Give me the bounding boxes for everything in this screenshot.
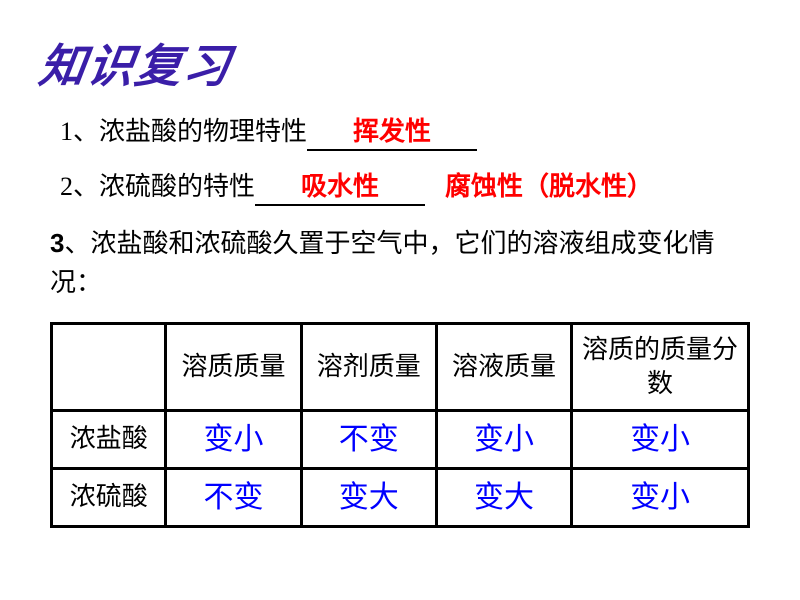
q1-prefix: 1、浓盐酸的物理特性 (60, 117, 307, 146)
table-header: 溶质的质量分数 (572, 324, 749, 411)
q2-blank: 吸水性 (255, 165, 425, 206)
question-3: 3、浓盐酸和浓硫酸久置于空气中，它们的溶液组成变化情况： (50, 224, 750, 302)
table-cell: 变小 (572, 468, 749, 526)
q1-blank: 挥发性 (307, 110, 477, 151)
q2-prefix: 2、浓硫酸的特性 (60, 172, 255, 201)
row-label: 浓硫酸 (52, 468, 166, 526)
q2-answer: 吸水性 (301, 171, 379, 201)
comparison-table: 溶质质量 溶剂质量 溶液质量 溶质的质量分数 浓盐酸 变小 不变 变小 变小 浓… (50, 322, 750, 528)
q3-number: 3 (50, 228, 64, 258)
table-header (52, 324, 166, 411)
table-header: 溶液质量 (436, 324, 571, 411)
table-header: 溶质质量 (166, 324, 301, 411)
table-header-row: 溶质质量 溶剂质量 溶液质量 溶质的质量分数 (52, 324, 749, 411)
q3-text: 、浓盐酸和浓硫酸久置于空气中，它们的溶液组成变化情况： (50, 229, 714, 297)
table-cell: 变小 (436, 410, 571, 468)
table-cell: 变大 (436, 468, 571, 526)
page-title: 知识复习 (35, 30, 754, 96)
table-row: 浓盐酸 变小 不变 变小 变小 (52, 410, 749, 468)
table-row: 浓硫酸 不变 变大 变大 变小 (52, 468, 749, 526)
table-cell: 不变 (166, 468, 301, 526)
table-cell: 变小 (166, 410, 301, 468)
table-header: 溶剂质量 (301, 324, 436, 411)
question-2: 2、浓硫酸的特性 吸水性 腐蚀性（脱水性） (60, 165, 750, 206)
table-cell: 变小 (572, 410, 749, 468)
question-1: 1、浓盐酸的物理特性 挥发性 (60, 110, 750, 151)
table-cell: 不变 (301, 410, 436, 468)
q1-answer: 挥发性 (353, 116, 431, 146)
q2-extra-answer: 腐蚀性（脱水性） (445, 171, 653, 201)
table-cell: 变大 (301, 468, 436, 526)
row-label: 浓盐酸 (52, 410, 166, 468)
